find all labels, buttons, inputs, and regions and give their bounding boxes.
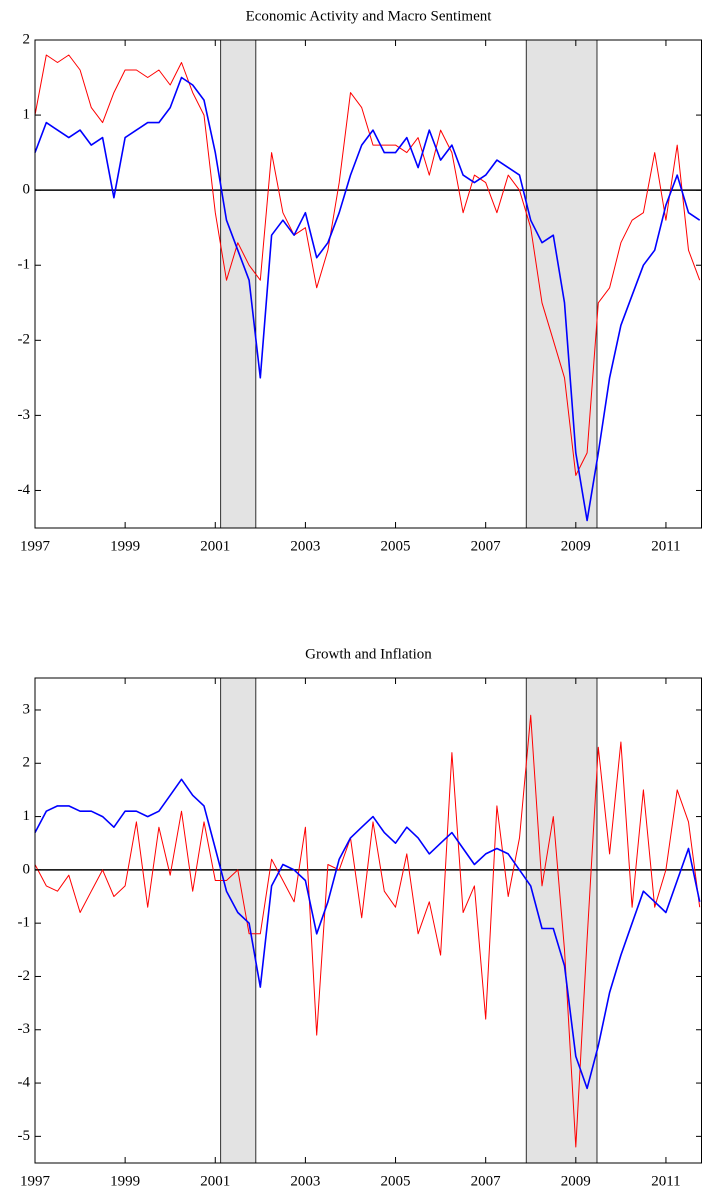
y-tick-label: -3 bbox=[18, 407, 31, 423]
x-tick-label: 2003 bbox=[290, 1173, 320, 1189]
x-tick-label: 2009 bbox=[561, 1173, 591, 1189]
y-tick-label: -5 bbox=[18, 1128, 31, 1144]
series-line bbox=[34, 778, 701, 1090]
series-line bbox=[34, 76, 701, 522]
x-tick-label: 2005 bbox=[381, 538, 411, 554]
series-line bbox=[34, 54, 701, 476]
y-tick-label: 2 bbox=[23, 31, 31, 47]
x-tick-label: 2001 bbox=[200, 1173, 230, 1189]
y-tick-label: -4 bbox=[18, 482, 31, 498]
x-tick-label: 2009 bbox=[561, 538, 591, 554]
y-tick-label: 1 bbox=[23, 808, 31, 824]
x-tick-label: 1999 bbox=[110, 538, 140, 554]
x-tick-label: 2011 bbox=[651, 1173, 680, 1189]
recession-shade bbox=[220, 677, 257, 1164]
x-tick-label: 1999 bbox=[110, 1173, 140, 1189]
x-tick-label: 2005 bbox=[381, 1173, 411, 1189]
y-tick-label: -2 bbox=[18, 332, 31, 348]
y-tick-label: -3 bbox=[18, 1021, 31, 1037]
y-tick-label: 1 bbox=[23, 107, 31, 123]
x-tick-label: 1997 bbox=[20, 1173, 51, 1189]
y-tick-label: 0 bbox=[23, 861, 31, 877]
chart-title: Growth and Inflation bbox=[305, 646, 432, 662]
series-line bbox=[34, 714, 701, 1148]
y-tick-label: -1 bbox=[18, 257, 31, 273]
x-tick-label: 1997 bbox=[20, 538, 51, 554]
plot-frame bbox=[34, 677, 702, 1164]
y-tick-label: -2 bbox=[18, 968, 31, 984]
y-tick-label: -4 bbox=[18, 1074, 31, 1090]
chart-title: Economic Activity and Macro Sentiment bbox=[246, 8, 493, 24]
x-tick-label: 2003 bbox=[290, 538, 320, 554]
x-tick-label: 2007 bbox=[471, 1173, 502, 1189]
y-tick-label: 3 bbox=[23, 701, 31, 717]
y-tick-label: -1 bbox=[18, 915, 31, 931]
plot-frame bbox=[34, 39, 702, 529]
x-tick-label: 2001 bbox=[200, 538, 230, 554]
x-tick-label: 2007 bbox=[471, 538, 502, 554]
x-tick-label: 2011 bbox=[651, 538, 680, 554]
recession-shade bbox=[220, 39, 257, 529]
y-tick-label: 0 bbox=[23, 182, 31, 198]
y-tick-label: 2 bbox=[23, 755, 31, 771]
